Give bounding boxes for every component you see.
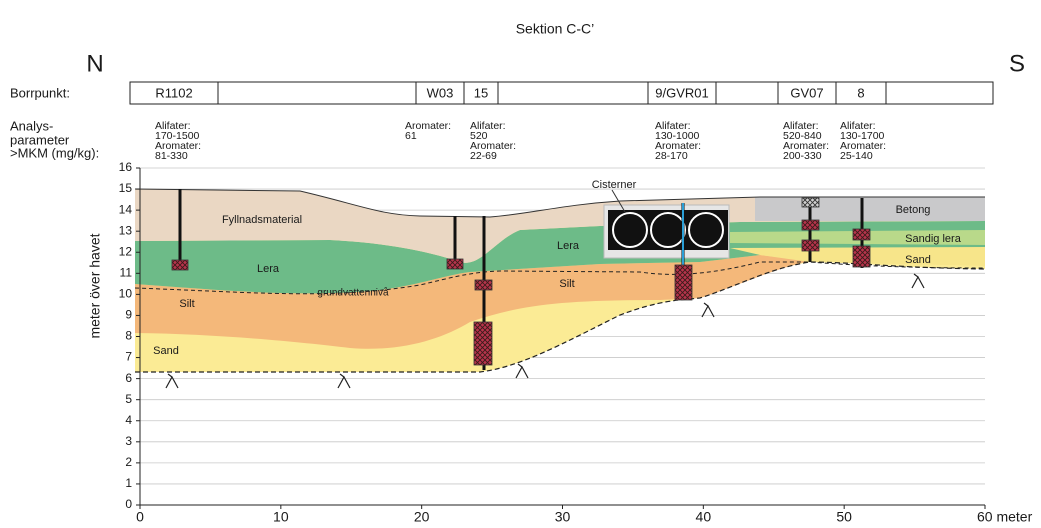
bedrock-symbol xyxy=(516,364,528,378)
y-tick-label: 9 xyxy=(125,308,132,322)
x-tick-label: 60 meter xyxy=(977,509,1033,525)
borehole-label: R1102 xyxy=(155,85,192,100)
borehole-label: 15 xyxy=(474,85,488,100)
analysis-text: 81-330 xyxy=(155,150,188,162)
x-tick-label: 0 xyxy=(136,509,144,525)
analysis-text: 28-170 xyxy=(655,150,688,162)
x-tick-label: 10 xyxy=(273,509,289,525)
y-tick-label: 1 xyxy=(125,476,132,490)
y-tick-label: 15 xyxy=(119,181,133,195)
y-tick-label: 4 xyxy=(125,413,132,427)
sample xyxy=(172,260,188,270)
layer-label: Fyllnadsmaterial xyxy=(222,214,302,226)
analysis-text: 22-69 xyxy=(470,150,497,162)
borehole-label: 9/GVR01 xyxy=(655,85,708,100)
sample xyxy=(447,259,463,269)
layer-label: Cisterner xyxy=(592,179,637,191)
x-tick-label: 50 xyxy=(836,509,852,525)
y-tick-label: 11 xyxy=(120,265,133,279)
sample xyxy=(802,198,819,207)
concrete-layer xyxy=(755,197,985,221)
y-tick-label: 6 xyxy=(125,371,132,385)
south-label: S xyxy=(1009,50,1025,77)
layer-label: Sandig lera xyxy=(905,233,962,245)
layer-label: Sand xyxy=(905,254,931,266)
sample xyxy=(802,220,819,230)
x-tick-label: 30 xyxy=(555,509,571,525)
x-tick-label: 20 xyxy=(414,509,430,525)
x-tick-label: 40 xyxy=(696,509,712,525)
title: Sektion C-C’ xyxy=(516,21,595,37)
layer-label: Betong xyxy=(896,204,931,216)
row-label: Analys- xyxy=(10,118,53,133)
layer-label: Lera xyxy=(257,263,280,275)
borehole-label: 8 xyxy=(857,85,864,100)
layer-label: Silt xyxy=(179,298,194,310)
north-label: N xyxy=(86,50,103,77)
sample xyxy=(675,265,692,300)
y-axis-label: meter över havet xyxy=(87,233,103,338)
borehole-label: GV07 xyxy=(790,85,823,100)
layer-label: grundvattennivå xyxy=(317,287,389,299)
y-tick-label: 3 xyxy=(125,434,132,448)
layer-label: Lera xyxy=(557,240,580,252)
page: { "title": "Sektion C-C’", "compass": {"… xyxy=(0,0,1041,528)
row-label: >MKM (mg/kg): xyxy=(10,145,99,160)
y-tick-label: 16 xyxy=(119,160,133,174)
bedrock-symbol xyxy=(912,274,924,288)
row-label: Borrpunkt: xyxy=(10,85,70,100)
sample xyxy=(475,280,492,290)
bedrock-symbol xyxy=(702,303,714,317)
y-tick-label: 2 xyxy=(125,455,132,469)
borehole-label: W03 xyxy=(427,85,454,100)
sample xyxy=(802,240,819,251)
bedrock-symbol xyxy=(166,374,178,388)
y-tick-label: 7 xyxy=(125,350,132,364)
analysis-text: 200-330 xyxy=(783,150,822,162)
layer-label: Sand xyxy=(153,345,179,357)
y-tick-label: 14 xyxy=(119,202,133,216)
section-diagram: Fyllnadsmaterial Lera grundvattennivå Si… xyxy=(0,0,1041,528)
sample xyxy=(474,322,492,365)
geology: Fyllnadsmaterial Lera grundvattennivå Si… xyxy=(135,179,985,388)
y-tick-label: 0 xyxy=(125,497,132,511)
y-tick-label: 5 xyxy=(125,392,132,406)
y-tick-label: 12 xyxy=(119,244,133,258)
sample xyxy=(853,246,870,267)
y-tick-label: 13 xyxy=(119,223,133,237)
bedrock-symbol xyxy=(338,374,350,388)
y-tick-label: 8 xyxy=(125,329,132,343)
analysis-text: 25-140 xyxy=(840,150,873,162)
analysis-text: 61 xyxy=(405,130,417,142)
layer-label: Silt xyxy=(559,278,574,290)
cistern-block xyxy=(608,210,728,250)
sample xyxy=(853,229,870,240)
y-tick-label: 10 xyxy=(119,287,133,301)
